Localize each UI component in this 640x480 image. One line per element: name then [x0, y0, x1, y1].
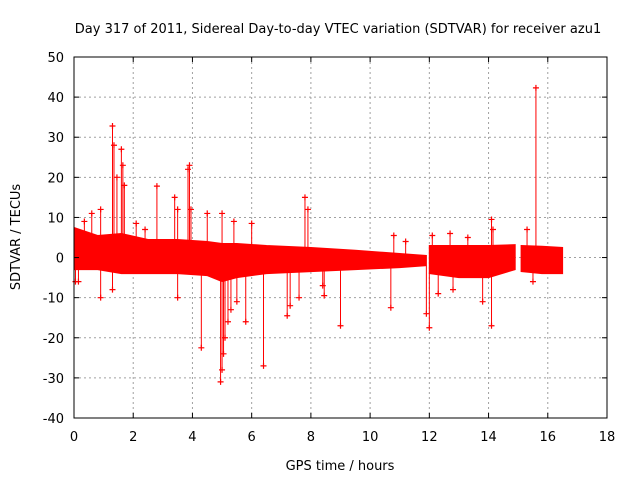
data-point-marker	[109, 286, 116, 293]
x-tick-label: 2	[129, 430, 137, 445]
data-point-marker	[337, 322, 344, 329]
data-point-marker	[488, 322, 495, 329]
y-tick-label: -30	[43, 372, 64, 387]
data-band	[428, 244, 516, 279]
data-point-marker	[113, 174, 120, 181]
y-tick-label: -40	[43, 412, 64, 427]
data-point-marker	[429, 232, 436, 239]
x-tick-label: 4	[188, 430, 196, 445]
data-point-marker	[174, 206, 181, 213]
data-point-marker	[450, 286, 457, 293]
data-point-marker	[230, 218, 237, 225]
data-point-marker	[187, 206, 194, 213]
x-tick-label: 14	[480, 430, 497, 445]
data-point-marker	[171, 194, 178, 201]
y-tick-label: 20	[47, 171, 64, 186]
y-tick-label: -20	[43, 332, 64, 347]
data-point-marker	[296, 294, 303, 301]
data-point-marker	[97, 206, 104, 213]
data-point-marker	[97, 294, 104, 301]
data-point-marker	[287, 302, 294, 309]
data-point-marker	[233, 298, 240, 305]
chart-title: Day 317 of 2011, Sidereal Day-to-day VTE…	[75, 22, 601, 37]
data-point-marker	[319, 282, 326, 289]
data-point-marker	[81, 218, 88, 225]
data-spike-layer	[72, 84, 539, 385]
data-point-marker	[133, 220, 140, 227]
data-point-marker	[220, 350, 227, 357]
data-point-marker	[174, 294, 181, 301]
y-tick-label: 0	[56, 252, 64, 267]
data-point-marker	[435, 290, 442, 297]
axis-ticks: 0 2 4 6 8 10 12 14 16 18 -40 -30 -20 -10 0 10 20 30 40 50	[43, 51, 616, 445]
x-tick-label: 0	[70, 430, 78, 445]
x-tick-label: 12	[421, 430, 438, 445]
data-point-marker	[242, 318, 249, 325]
data-point-marker	[204, 210, 211, 217]
y-tick-label: 50	[47, 51, 64, 66]
x-axis-label: GPS time / hours	[286, 459, 395, 474]
data-point-marker	[488, 216, 495, 223]
plot-frame	[73, 56, 608, 419]
data-point-marker	[109, 122, 116, 129]
data-point-marker	[529, 278, 536, 285]
data-point-marker	[489, 226, 496, 233]
data-point-marker	[118, 146, 125, 153]
data-band	[520, 244, 564, 275]
data-point-marker	[390, 232, 397, 239]
data-point-marker	[186, 162, 193, 169]
x-tick-label: 10	[362, 430, 379, 445]
data-point-marker	[479, 298, 486, 305]
data-point-marker	[464, 234, 471, 241]
data-point-marker	[75, 278, 82, 285]
data-point-marker	[219, 366, 226, 373]
data-point-marker	[227, 306, 234, 313]
data-point-marker	[304, 206, 311, 213]
x-tick-label: 18	[599, 430, 616, 445]
y-tick-label: -10	[43, 292, 64, 307]
data-point-marker	[119, 162, 126, 169]
data-point-marker	[217, 378, 224, 385]
data-point-marker	[248, 220, 255, 227]
data-point-marker	[142, 226, 149, 233]
data-point-marker	[447, 230, 454, 237]
data-point-marker	[402, 238, 409, 245]
x-tick-label: 8	[307, 430, 315, 445]
data-point-marker	[153, 183, 160, 190]
y-tick-label: 10	[47, 211, 64, 226]
x-tick-label: 16	[540, 430, 557, 445]
data-band	[73, 226, 427, 283]
data-point-marker	[121, 182, 128, 189]
data-point-marker	[110, 142, 117, 149]
data-point-marker	[532, 84, 539, 91]
data-point-marker	[423, 310, 430, 317]
data-point-marker	[524, 226, 531, 233]
data-point-marker	[219, 210, 226, 217]
data-band-layer	[73, 226, 564, 283]
data-point-marker	[198, 344, 205, 351]
data-point-marker	[301, 194, 308, 201]
data-point-marker	[387, 304, 394, 311]
data-point-marker	[88, 210, 95, 217]
data-point-marker	[224, 318, 231, 325]
data-point-marker	[426, 324, 433, 331]
x-tick-label: 6	[248, 430, 256, 445]
y-tick-label: 40	[47, 91, 64, 106]
data-point-marker	[185, 166, 192, 173]
data-point-marker	[284, 312, 291, 319]
data-point-marker	[260, 362, 267, 369]
y-tick-label: 30	[47, 131, 64, 146]
data-point-marker	[222, 334, 229, 341]
data-point-marker	[321, 292, 328, 299]
y-axis-label: SDTVAR / TECUs	[9, 184, 24, 291]
